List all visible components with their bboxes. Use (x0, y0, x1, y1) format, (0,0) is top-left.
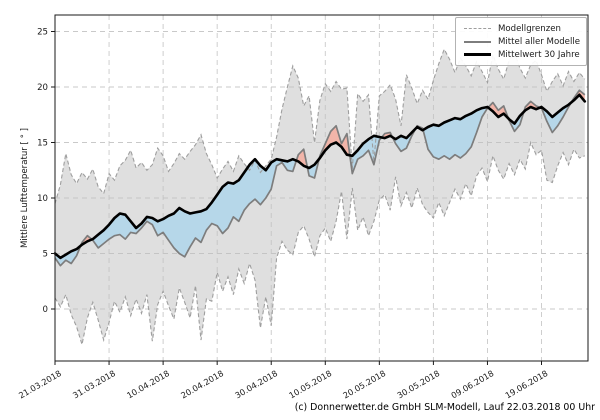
y-tick-label: 0 (43, 305, 48, 315)
legend-label: Mittel aller Modelle (498, 36, 581, 47)
x-tick-label: 19.06.2018 (503, 368, 549, 400)
legend-item-mittelwert-30-jahre: Mittelwert 30 Jahre (464, 48, 580, 61)
legend-item-modellgrenzen: Modellgrenzen (464, 22, 579, 35)
x-tick-label: 20.04.2018 (179, 368, 225, 400)
y-tick-label: 10 (37, 194, 48, 204)
copyright-text: (c) Donnerwetter.de GmbH SLM-Modell, Lau… (294, 402, 595, 413)
chart-legend: Modellgrenzen Mittel aller Modelle Mitte… (455, 17, 587, 66)
y-tick-label: 20 (37, 83, 48, 93)
cooler-than-normal-fill (91, 159, 297, 257)
x-tick-label: 09.06.2018 (449, 368, 495, 400)
legend-label: Modellgrenzen (498, 23, 561, 34)
cooler-than-normal-fill (540, 102, 572, 133)
y-axis-title: Mittlere Lufttemperatur [ ° ] (20, 127, 30, 249)
legend-label: Mittelwert 30 Jahre (498, 49, 580, 60)
model-lower-bound-line (54, 140, 586, 345)
climate-mean-line (53, 93, 587, 260)
x-tick-label: 10.04.2018 (125, 368, 171, 400)
plot-frame (54, 14, 589, 362)
cooler-than-normal-fill (423, 107, 489, 160)
black-line-icon (464, 53, 491, 56)
x-tick-label: 20.05.2018 (341, 368, 387, 400)
y-tick-label: 15 (37, 139, 48, 149)
warmer-than-normal-fill (381, 132, 393, 139)
x-tick-label: 30.05.2018 (395, 368, 441, 400)
x-tick-label: 21.03.2018 (17, 368, 63, 400)
cooler-than-normal-fill (392, 128, 416, 152)
x-tick-label: 10.05.2018 (287, 368, 333, 400)
legend-item-mittel-aller-modelle: Mittel aller Modelle (464, 35, 581, 48)
gray-line-icon (464, 40, 491, 43)
y-tick-label: 25 (37, 28, 48, 38)
x-tick-label: 30.04.2018 (233, 368, 279, 400)
y-tick-label: 5 (43, 250, 48, 260)
model-range-band (55, 49, 585, 345)
x-tick-label: 31.03.2018 (71, 368, 117, 400)
dashed-line-icon (464, 28, 491, 29)
